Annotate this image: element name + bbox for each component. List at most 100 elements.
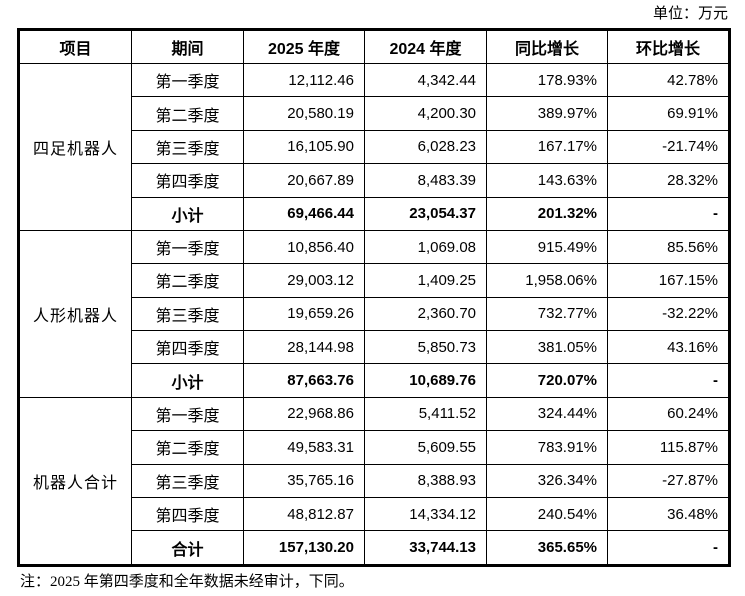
value-2024-cell: 6,028.23 [364,129,487,165]
value-2024-cell: 5,411.52 [364,396,487,432]
value-2024-cell: 1,409.25 [364,263,487,298]
table-row: 第四季度 20,667.89 8,483.39 143.63% 28.32% [19,163,730,198]
header-qoq: 环比增长 [607,29,730,64]
value-2024-cell: 8,388.93 [364,463,487,498]
qoq-cell: - [607,363,730,398]
period-cell: 第四季度 [131,163,244,198]
qoq-cell: -21.74% [607,129,730,165]
table-row: 第二季度 29,003.12 1,409.25 1,958.06% 167.15… [19,263,730,298]
yoy-cell: 324.44% [486,396,608,432]
value-2024-cell: 8,483.39 [364,163,487,198]
table-row: 第四季度 28,144.98 5,850.73 381.05% 43.16% [19,329,730,365]
table-row: 第四季度 48,812.87 14,334.12 240.54% 36.48% [19,496,730,532]
qoq-cell: 115.87% [607,430,730,465]
item-cell-humanoid: 人形机器人 [18,229,132,398]
value-2025-cell: 69,466.44 [243,196,365,231]
yoy-cell: 167.17% [486,129,608,165]
subtotal-label: 小计 [131,363,244,398]
value-2025-cell: 22,968.86 [243,396,365,432]
yoy-cell: 178.93% [486,62,608,98]
value-2024-cell: 1,069.08 [364,229,487,265]
value-2025-cell: 48,812.87 [243,496,365,532]
period-cell: 第一季度 [131,396,244,432]
header-period: 期间 [131,29,244,64]
value-2025-cell: 157,130.20 [243,530,365,566]
value-2024-cell: 23,054.37 [364,196,487,231]
header-item: 项目 [18,29,132,64]
value-2025-cell: 35,765.16 [243,463,365,498]
qoq-cell: 60.24% [607,396,730,432]
yoy-cell: 201.32% [486,196,608,231]
value-2025-cell: 20,580.19 [243,96,365,131]
period-cell: 第二季度 [131,96,244,131]
value-2025-cell: 87,663.76 [243,363,365,398]
yoy-cell: 732.77% [486,296,608,332]
value-2024-cell: 5,850.73 [364,329,487,365]
unit-label: 单位：万元 [652,6,728,22]
table-row: 四足机器人 第一季度 12,112.46 4,342.44 178.93% 42… [18,62,730,231]
period-cell: 第四季度 [131,496,244,532]
value-2024-cell: 33,744.13 [364,530,487,566]
table-row: 人形机器人 第一季度 10,856.40 1,069.08 915.49% 85… [18,229,730,398]
value-2025-cell: 20,667.89 [243,163,365,198]
value-2024-cell: 4,200.30 [364,96,487,131]
qoq-cell: -27.87% [607,463,730,498]
grand-total-row: 合计 157,130.20 33,744.13 365.65% - [19,530,730,566]
value-2025-cell: 28,144.98 [243,329,365,365]
value-2025-cell: 19,659.26 [243,296,365,332]
value-2025-cell: 29,003.12 [243,263,365,298]
yoy-cell: 365.65% [486,530,608,566]
value-2025-cell: 12,112.46 [243,62,365,98]
period-cell: 第三季度 [131,296,244,332]
yoy-cell: 1,958.06% [486,263,608,298]
yoy-cell: 326.34% [486,463,608,498]
total-label: 合计 [131,530,244,566]
yoy-cell: 389.97% [486,96,608,131]
subtotal-row: 小计 69,466.44 23,054.37 201.32% - [19,196,730,231]
period-cell: 第二季度 [131,263,244,298]
value-2024-cell: 10,689.76 [364,363,487,398]
period-cell: 第三季度 [131,463,244,498]
yoy-cell: 381.05% [486,329,608,365]
value-2025-cell: 49,583.31 [243,430,365,465]
table-row: 第三季度 16,105.90 6,028.23 167.17% -21.74% [19,129,730,165]
header-row: 项目 期间 2025 年度 2024 年度 同比增长 环比增长 [18,29,730,64]
header-yoy: 同比增长 [486,29,608,64]
header-2025: 2025 年度 [243,29,365,64]
qoq-cell: 167.15% [607,263,730,298]
period-cell: 第三季度 [131,129,244,165]
qoq-cell: 69.91% [607,96,730,131]
table-row: 第二季度 20,580.19 4,200.30 389.97% 69.91% [19,96,730,131]
qoq-cell: 28.32% [607,163,730,198]
item-cell-quadruped: 四足机器人 [18,63,132,231]
yoy-cell: 143.63% [486,163,608,198]
quarterly-revenue-table: 项目 期间 2025 年度 2024 年度 同比增长 环比增长 四足机器人 第一… [17,28,731,567]
subtotal-label: 小计 [131,196,244,231]
footnote: 注：2025 年第四季度和全年数据未经审计，下同。 [20,574,354,590]
qoq-cell: 36.48% [607,496,730,532]
qoq-cell: 43.16% [607,329,730,365]
value-2025-cell: 10,856.40 [243,229,365,265]
period-cell: 第二季度 [131,430,244,465]
yoy-cell: 240.54% [486,496,608,532]
yoy-cell: 915.49% [486,229,608,265]
value-2024-cell: 4,342.44 [364,62,487,98]
period-cell: 第四季度 [131,329,244,365]
header-2024: 2024 年度 [364,29,487,64]
qoq-cell: 85.56% [607,229,730,265]
table-row: 机器人合计 第一季度 22,968.86 5,411.52 324.44% 60… [18,396,730,567]
period-cell: 第一季度 [131,62,244,98]
value-2025-cell: 16,105.90 [243,129,365,165]
qoq-cell: - [607,530,730,566]
period-cell: 第一季度 [131,229,244,265]
table-row: 第三季度 35,765.16 8,388.93 326.34% -27.87% [19,463,730,498]
table-row: 第三季度 19,659.26 2,360.70 732.77% -32.22% [19,296,730,332]
item-cell-total: 机器人合计 [18,396,132,567]
qoq-cell: 42.78% [607,62,730,98]
qoq-cell: - [607,196,730,231]
table-row: 第二季度 49,583.31 5,609.55 783.91% 115.87% [19,430,730,465]
yoy-cell: 783.91% [486,430,608,465]
yoy-cell: 720.07% [486,363,608,398]
qoq-cell: -32.22% [607,296,730,332]
